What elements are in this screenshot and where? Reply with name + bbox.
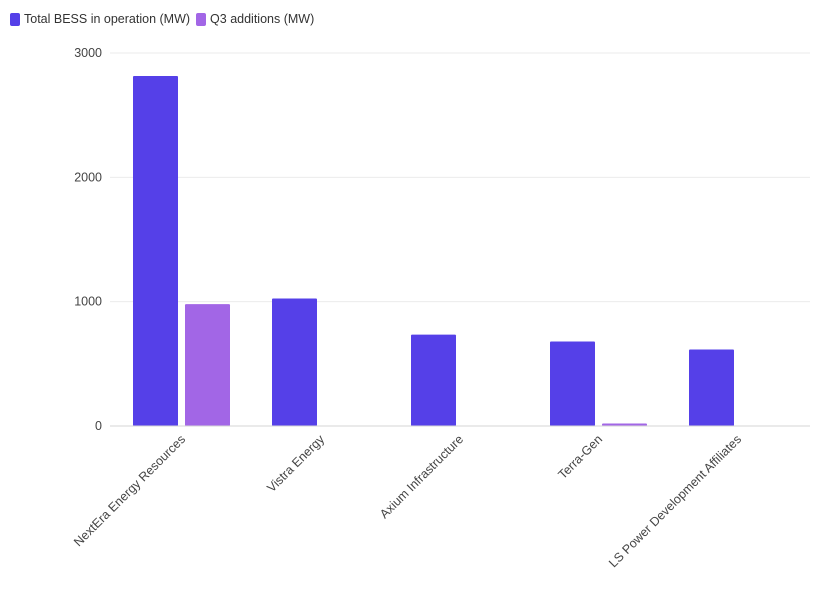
x-axis-tick-labels: NextEra Energy Resources Vistra Energy Axi… [71,432,744,570]
y-tick-label: 0 [95,419,102,433]
bar-total-bess[interactable] [272,298,317,426]
bar-total-bess[interactable] [411,334,456,426]
x-tick-label: Vistra Energy [264,432,327,495]
legend-item-q3-additions[interactable]: Q3 additions (MW) [196,12,314,26]
legend-swatch-q3-additions [196,12,207,26]
grid-lines [110,52,810,303]
x-tick-label: LS Power Development Affiliates [606,432,744,570]
legend-label-q3-additions: Q3 additions (MW) [210,12,315,26]
x-tick-label: Terra-Gen [555,432,605,482]
legend-swatch-total-bess [10,12,20,26]
y-tick-label: 3000 [74,46,102,60]
bars [133,76,734,427]
y-tick-label: 1000 [74,295,102,309]
legend: Total BESS in operation (MW) Q3 addition… [10,12,314,26]
x-tick-label: Axium Infrastructure [377,432,466,521]
bar-total-bess[interactable] [689,349,734,426]
legend-item-total-bess[interactable]: Total BESS in operation (MW) [10,12,190,26]
bar-total-bess[interactable] [550,341,595,426]
bar-q3-additions[interactable] [602,423,647,426]
x-tick-label: NextEra Energy Resources [71,432,188,549]
bar-total-bess[interactable] [133,76,178,427]
y-tick-label: 2000 [74,170,102,184]
bar-q3-additions[interactable] [185,304,230,426]
y-axis-tick-labels: 0 1000 2000 3000 [74,46,102,433]
legend-label-total-bess: Total BESS in operation (MW) [24,12,191,26]
